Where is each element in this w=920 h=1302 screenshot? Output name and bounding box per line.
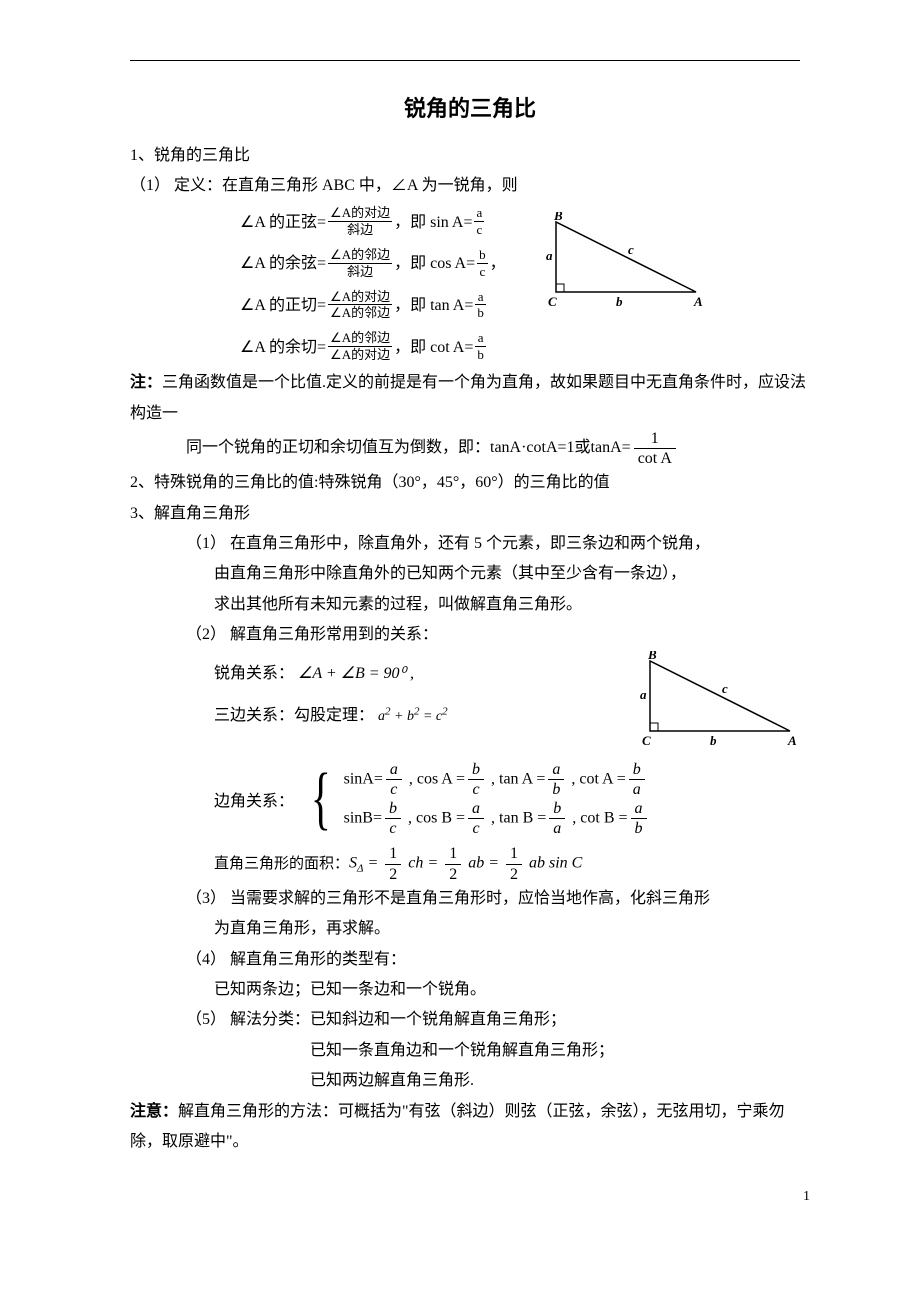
trig-definitions-block: ∠A 的正弦= ∠A的对边 斜边 ，即 sin A= a c ∠A 的余弦= ∠… [130,202,810,368]
sin-row: ∠A 的正弦= ∠A的对边 斜边 ，即 sin A= a c [130,202,506,244]
tan-label: ∠A 的正切= [240,285,326,327]
s3-2: （2） 解直角三角形常用到的关系： [130,620,810,650]
page-number: 1 [803,1189,810,1205]
sin-frac: a c [474,205,484,237]
svg-text:C: C [642,733,651,748]
note-2-text: 解直角三角形的方法：可概括为"有弦（斜边）则弦（正弦，余弦），无弦用切，宁乘勿除… [130,1103,785,1150]
cot-frac: a b [475,330,486,362]
brace-content: sinA=ac , cos A =bc , tan A =ab , cot A … [344,760,650,839]
tan-frac: a b [475,289,486,321]
svg-text:B: B [647,651,657,662]
cot-ie: ，即 cot A= [394,327,473,369]
triangle-diagram-1: B C A a b c [546,212,706,312]
svg-text:b: b [616,294,623,309]
cot-word-frac: ∠A的邻边 ∠A的对边 [328,330,392,362]
rel-row-b: sinB=bc , cos B =ac , tan B =ba , cot B … [344,799,650,838]
area-row: 直角三角形的面积： SΔ = 12 ch = 12 ab = 12 ab sin… [130,844,810,883]
rel-row-a: sinA=ac , cos A =bc , tan A =ab , cot A … [344,760,650,799]
relations-block: 锐角关系： ∠A + ∠B = 90⁰ , 三边关系：勾股定理： a2 + b2… [130,651,810,756]
note-1: 注：三角函数值是一个比值.定义的前提是有一个角为直角，故如果题目中无直角条件时，… [130,368,810,429]
s3-4a: （4） 解直角三角形的类型有： [130,945,810,975]
svg-text:B: B [553,212,563,223]
svg-text:b: b [710,733,717,748]
s3-5b: 已知一条直角边和一个锐角解直角三角形； [130,1036,810,1066]
note-1-text: 三角函数值是一个比值.定义的前提是有一个角为直角，故如果题目中无直角条件时，应设… [130,374,806,421]
cot-label: ∠A 的余切= [240,327,326,369]
s3-5a: （5） 解法分类：已知斜边和一个锐角解直角三角形； [130,1005,810,1035]
header-rule [130,60,800,61]
tan-word-frac: ∠A的对边 ∠A的邻边 [328,289,392,321]
sin-word-frac: ∠A的对边 斜边 [328,205,392,237]
note-1b: 同一个锐角的正切和余切值互为倒数，即：tanA·cotA=1或tanA= 1 c… [130,429,810,468]
rel-angle-label: 边角关系： [214,787,304,811]
svg-text:c: c [722,681,728,696]
svg-text:a: a [546,248,553,263]
svg-text:A: A [787,733,797,748]
section-1-def: （1） 定义：在直角三角形 ABC 中，∠A 为一锐角，则 [130,171,810,201]
sin-label: ∠A 的正弦= [240,202,326,244]
section-2: 2、特殊锐角的三角比的值:特殊锐角（30°，45°，60°）的三角比的值 [130,468,810,498]
s3-3a: （3） 当需要求解的三角形不是直角三角形时，应恰当地作高，化斜三角形 [130,884,810,914]
svg-text:C: C [548,294,557,309]
s3-4b: 已知两条边；已知一条边和一个锐角。 [130,975,810,1005]
section-1-heading: 1、锐角的三角比 [130,141,810,171]
svg-text:c: c [628,242,634,257]
area-math: SΔ = 12 ch = 12 ab = 12 ab sin C [349,844,582,883]
area-label: 直角三角形的面积： [214,850,349,879]
page-container: 锐角的三角比 1、锐角的三角比 （1） 定义：在直角三角形 ABC 中，∠A 为… [0,0,920,1217]
tan-ie: ，即 tan A= [394,285,473,327]
cos-row: ∠A 的余弦= ∠A的邻边 斜边 ，即 cos A= b c ， [130,243,506,285]
note-1b-pre: 同一个锐角的正切和余切值互为倒数，即：tanA·cotA=1或tanA= [186,433,631,463]
cos-word-frac: ∠A的邻边 斜边 [328,247,392,279]
rel-side: 三边关系：勾股定理： a2 + b2 = c2 [130,701,640,731]
note-1-bold: 注： [130,374,162,391]
s3-1a: （1） 在直角三角形中，除直角外，还有 5 个元素，即三条边和两个锐角， [130,529,810,559]
sin-ie: ，即 sin A= [394,202,472,244]
brace-icon: { [311,764,331,834]
rel-side-math: a2 + b2 = c2 [378,709,448,724]
rel-acute-math: ∠A + ∠B = 90⁰ , [298,665,414,682]
note-1b-frac: 1 cot A [634,429,676,468]
rel-side-label: 三边关系：勾股定理： [214,707,374,724]
cos-label: ∠A 的余弦= [240,243,326,285]
page-title: 锐角的三角比 [130,91,810,123]
s3-1c: 求出其他所有未知元素的过程，叫做解直角三角形。 [130,590,810,620]
rel-angle-block: 边角关系： { sinA=ac , cos A =bc , tan A =ab … [130,760,810,839]
s3-5c: 已知两边解直角三角形. [130,1066,810,1096]
triangle-diagram-2: B C A a b c [640,651,800,751]
note-2: 注意：解直角三角形的方法：可概括为"有弦（斜边）则弦（正弦，余弦），无弦用切，宁… [130,1097,810,1158]
rel-acute-label: 锐角关系： [214,665,294,682]
s3-3b: 为直角三角形，再求解。 [130,914,810,944]
cos-tail: ， [490,243,506,285]
svg-text:A: A [693,294,703,309]
cos-ie: ，即 cos A= [394,243,475,285]
cot-row: ∠A 的余切= ∠A的邻边 ∠A的对边 ，即 cot A= a b [130,327,506,369]
svg-text:a: a [640,687,647,702]
s3-1b: 由直角三角形中除直角外的已知两个元素（其中至少含有一条边）， [130,559,810,589]
section-3: 3、解直角三角形 [130,499,810,529]
cos-frac: b c [477,247,488,279]
note-2-bold: 注意： [130,1103,178,1120]
tan-row: ∠A 的正切= ∠A的对边 ∠A的邻边 ，即 tan A= a b [130,285,506,327]
rel-acute: 锐角关系： ∠A + ∠B = 90⁰ , [130,659,640,689]
